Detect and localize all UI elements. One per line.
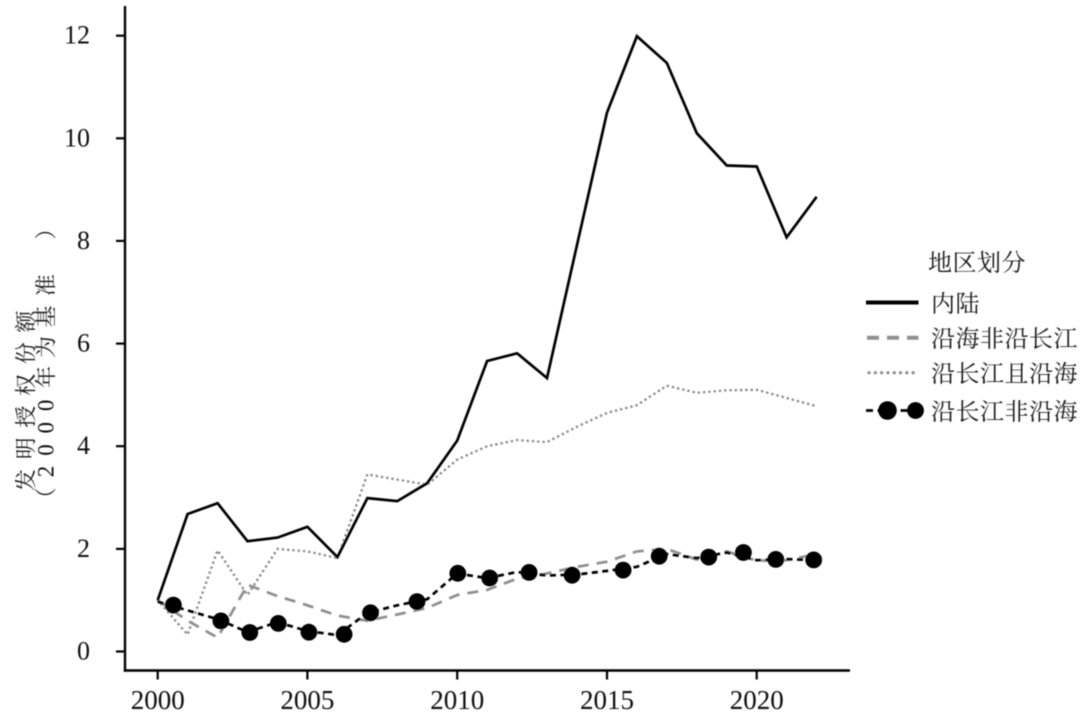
svg-text:2020: 2020 [730, 685, 784, 713]
svg-text:8: 8 [77, 226, 90, 255]
svg-text:2015: 2015 [580, 685, 634, 713]
svg-text:2005: 2005 [280, 685, 334, 713]
svg-text:2: 2 [34, 466, 59, 478]
svg-text:4: 4 [77, 431, 90, 460]
svg-text:6: 6 [77, 329, 90, 358]
svg-text:2000: 2000 [131, 685, 185, 713]
svg-text:2: 2 [77, 534, 90, 563]
svg-text:12: 12 [64, 21, 90, 50]
svg-text:0: 0 [34, 400, 59, 412]
svg-text:0: 0 [34, 444, 59, 456]
svg-text:0: 0 [34, 422, 59, 434]
svg-text:10: 10 [64, 123, 90, 152]
svg-text:2010: 2010 [430, 685, 484, 713]
svg-text:0: 0 [77, 637, 90, 666]
